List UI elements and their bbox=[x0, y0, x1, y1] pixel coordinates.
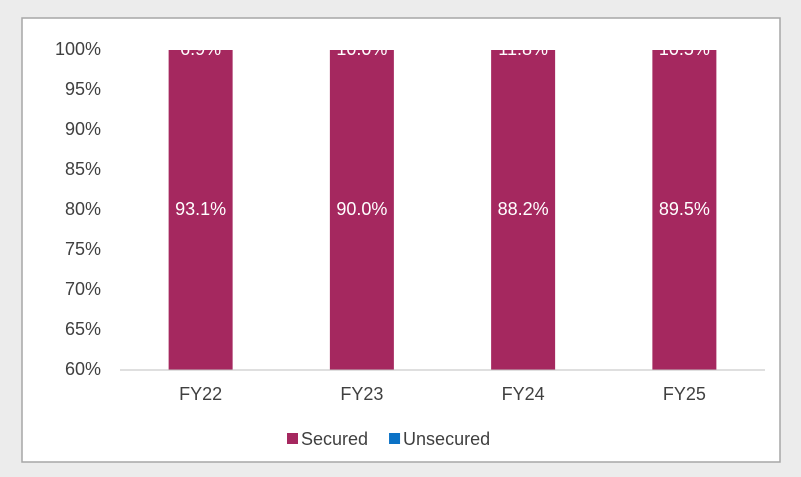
y-tick-label: 85% bbox=[65, 159, 101, 179]
x-tick-label: FY23 bbox=[340, 384, 383, 404]
data-label: 11.8% bbox=[498, 39, 548, 59]
legend-swatch bbox=[389, 433, 401, 444]
data-label: 93.1% bbox=[175, 199, 226, 219]
y-tick-label: 70% bbox=[65, 279, 101, 299]
data-label: 90.0% bbox=[336, 199, 387, 219]
x-tick-label: FY25 bbox=[663, 384, 706, 404]
data-label: 88.2% bbox=[498, 199, 549, 219]
x-tick-label: FY22 bbox=[179, 384, 222, 404]
y-tick-label: 95% bbox=[65, 79, 101, 99]
bar-segment bbox=[491, 50, 556, 370]
y-tick-label: 65% bbox=[65, 319, 101, 339]
data-label: 89.5% bbox=[659, 199, 710, 219]
data-label: 10.5% bbox=[659, 39, 710, 59]
y-tick-label: 90% bbox=[65, 119, 101, 139]
y-tick-label: 80% bbox=[65, 199, 101, 219]
data-label: 10.0% bbox=[336, 39, 387, 59]
y-tick-label: 75% bbox=[65, 239, 101, 259]
legend-label: Unsecured bbox=[403, 429, 490, 449]
bar-segment bbox=[168, 50, 233, 370]
x-tick-label: FY24 bbox=[502, 384, 545, 404]
legend-label: Secured bbox=[301, 429, 368, 449]
bar-segment bbox=[652, 50, 717, 370]
bar-segment bbox=[329, 50, 394, 370]
data-label: 6.9% bbox=[180, 39, 221, 59]
y-tick-label: 100% bbox=[55, 39, 101, 59]
legend-swatch bbox=[287, 433, 298, 444]
y-tick-label: 60% bbox=[65, 359, 101, 379]
